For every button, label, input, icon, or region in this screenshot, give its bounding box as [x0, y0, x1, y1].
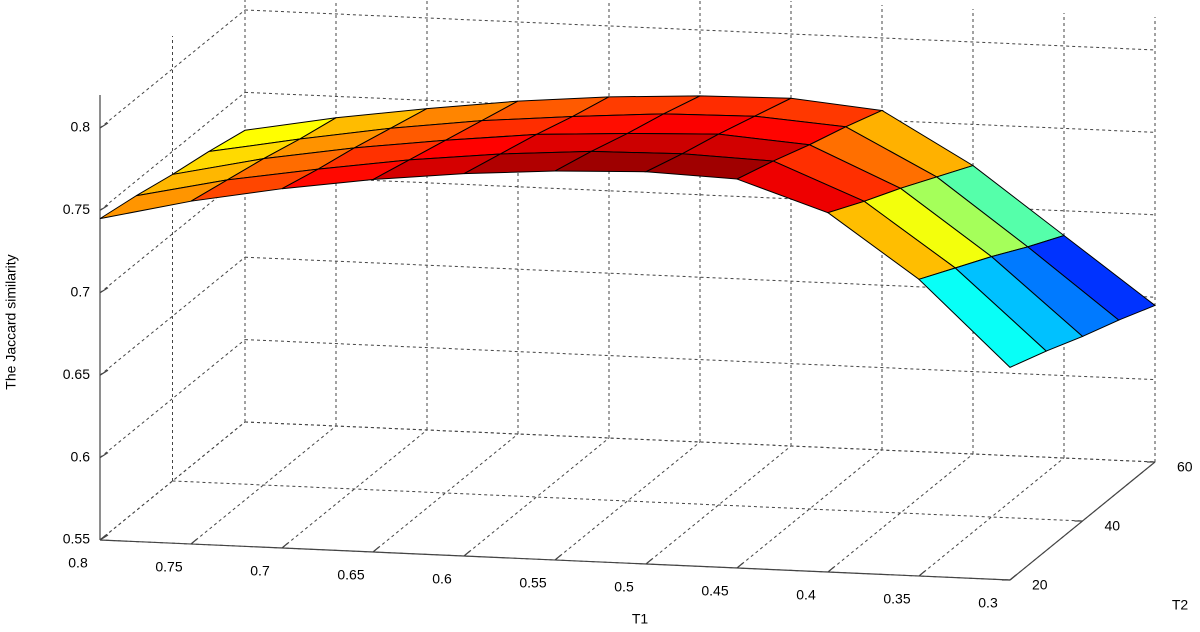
- grid-line: [172, 480, 1083, 522]
- y-tick-label: 40: [1105, 518, 1121, 534]
- grid-line: [554, 441, 701, 561]
- x-tick-label: 0.45: [701, 583, 728, 599]
- x-tick-label: 0.6: [432, 571, 452, 587]
- surface-face: [918, 267, 1048, 368]
- grid-line: [244, 421, 1156, 463]
- grid-line: [244, 9, 1156, 51]
- z-tick-label: 0.6: [71, 448, 91, 464]
- x-tick-label: 0.5: [614, 579, 634, 595]
- x-tick: [190, 538, 198, 545]
- grid-line: [190, 425, 337, 545]
- x-tick: [645, 558, 653, 565]
- z-tick: [99, 369, 109, 376]
- x-tick-label: 0.65: [337, 567, 364, 583]
- z-tick: [99, 452, 109, 459]
- x-tick-label: 0.7: [250, 563, 270, 579]
- grid-line: [281, 429, 428, 549]
- z-tick-label: 0.8: [71, 119, 91, 135]
- z-axis-label: The Jaccard similarity: [3, 254, 19, 389]
- x-tick-label: 0.8: [68, 555, 88, 571]
- grid-line: [99, 421, 246, 541]
- z-tick: [99, 122, 109, 129]
- grid-line: [918, 457, 1065, 577]
- x-tick-label: 0.3: [978, 595, 998, 611]
- z-tick-label: 0.65: [63, 366, 90, 382]
- grid-line: [244, 256, 1156, 298]
- x-tick: [1009, 574, 1017, 581]
- z-tick: [99, 204, 109, 211]
- x-tick: [827, 566, 835, 573]
- grid-line: [99, 339, 246, 458]
- grid-line: [99, 256, 246, 376]
- x-axis-label: T1: [632, 611, 649, 627]
- y-tick-label: 20: [1032, 577, 1048, 593]
- grid-line: [244, 91, 1156, 133]
- x-tick: [736, 562, 744, 569]
- z-tick-label: 0.7: [71, 283, 91, 299]
- x-tick: [463, 550, 471, 557]
- x-tick: [281, 542, 289, 549]
- grid-line: [372, 433, 519, 553]
- grid-line: [99, 91, 246, 211]
- x-tick-label: 0.55: [519, 575, 546, 591]
- grid-line: [244, 174, 1156, 216]
- grid-line: [463, 437, 610, 557]
- x-tick: [918, 570, 926, 577]
- x-tick-label: 0.4: [796, 587, 816, 603]
- grid-line: [244, 339, 1156, 381]
- x-tick-label: 0.35: [883, 591, 910, 607]
- x-tick-label: 0.75: [155, 559, 182, 575]
- z-tick: [99, 534, 109, 541]
- x-tick: [554, 554, 562, 561]
- y-tick-label: 60: [1177, 459, 1193, 475]
- grid-line: [99, 174, 246, 294]
- grid-line: [827, 453, 974, 573]
- grid-line: [645, 445, 792, 565]
- x-tick: [372, 546, 380, 553]
- z-tick-label: 0.55: [63, 531, 90, 547]
- grid-line: [99, 9, 246, 129]
- z-tick: [99, 287, 109, 294]
- z-tick-label: 0.75: [63, 201, 90, 217]
- y-axis-label: T2: [1172, 597, 1189, 613]
- grid-line: [736, 449, 883, 569]
